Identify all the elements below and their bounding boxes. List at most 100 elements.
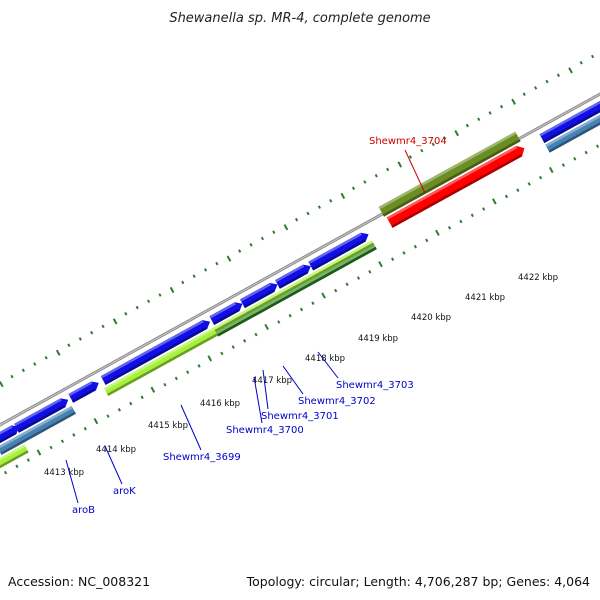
tick-mark (397, 161, 403, 168)
tick-mark (90, 330, 94, 335)
tick-mark (511, 98, 516, 105)
gene-label: aroK (113, 486, 136, 497)
tick-mark (568, 67, 573, 74)
gene-label-leader (104, 445, 123, 485)
tick-mark (561, 163, 565, 167)
tick-mark (215, 261, 219, 266)
tick-mark (272, 230, 276, 235)
tick-marks (0, 54, 600, 475)
tick-mark (470, 213, 474, 218)
tick-mark (197, 364, 201, 368)
tick-mark (548, 166, 554, 174)
gene-feature-highlight (545, 114, 600, 147)
tick-mark (260, 236, 265, 241)
gene-label-leader (282, 365, 304, 395)
gene-feature (386, 145, 525, 228)
backbone-line (0, 93, 600, 426)
tick-mark (431, 142, 435, 147)
gene-feature-shadow (17, 404, 66, 433)
tick-mark (55, 349, 61, 356)
tick-mark (101, 324, 105, 329)
tick-mark (60, 439, 65, 444)
gene-feature (100, 320, 211, 385)
tick-mark (277, 320, 281, 324)
tick-mark (243, 339, 247, 343)
tick-mark (299, 307, 304, 312)
ruler-label: 4417 kbp (252, 376, 292, 386)
tick-mark (203, 268, 208, 272)
tick-mark (368, 269, 372, 274)
tick-mark (220, 351, 224, 356)
tick-mark (504, 194, 509, 199)
tick-mark (135, 305, 139, 310)
tick-mark (488, 111, 492, 115)
tick-mark (15, 464, 19, 469)
tick-mark (36, 449, 42, 456)
tick-mark (181, 280, 185, 285)
gene-feature-shadow (213, 308, 240, 325)
gene-feature-highlight (0, 433, 23, 449)
tick-mark (44, 355, 48, 360)
tick-mark (573, 157, 577, 161)
gene-label: Shewmr4_3700 (226, 425, 304, 436)
gene-feature-shadow (72, 388, 96, 403)
tick-mark (140, 395, 144, 400)
tick-mark (378, 261, 383, 268)
tick-mark (264, 323, 269, 331)
gene-feature-highlight (68, 381, 93, 397)
tick-mark (158, 293, 162, 297)
feature-tracks (0, 100, 600, 469)
gene-feature-highlight (19, 406, 73, 438)
tick-mark (499, 104, 504, 109)
tick-mark (454, 130, 460, 137)
gene-feature-shadow (104, 326, 208, 385)
gene-labels: aroB aroK Shewmr4_3699 Shewmr4_3700 Shewmr4_… (65, 136, 447, 516)
tick-mark (283, 224, 289, 231)
tick-mark (459, 219, 463, 224)
gene-feature-highlight (308, 232, 363, 264)
tick-mark (516, 188, 520, 192)
gene-feature-shadow (548, 122, 600, 153)
tick-mark (374, 173, 378, 178)
ruler-label: 4421 kbp (465, 293, 505, 303)
ruler-label: 4420 kbp (411, 313, 451, 323)
tick-mark (72, 433, 76, 437)
ruler-label: 4422 kbp (518, 273, 558, 283)
tick-mark (435, 229, 440, 236)
tick-mark (534, 86, 538, 90)
gene-label-leader (404, 149, 426, 194)
gene-feature-highlight (14, 398, 62, 427)
tick-mark (351, 186, 356, 191)
tick-mark (584, 150, 588, 155)
gene-feature-highlight (0, 425, 13, 435)
tick-mark (238, 249, 242, 253)
tick-mark (207, 355, 213, 362)
gene-feature-highlight (378, 131, 517, 210)
gene-label: Shewmr4_3701 (261, 411, 339, 422)
gene-label-leader (180, 404, 202, 451)
tick-mark (254, 332, 258, 337)
gene-feature (308, 232, 369, 271)
gene-feature-shadow (214, 242, 375, 333)
tick-mark (306, 211, 310, 216)
gene-label-leader (317, 351, 339, 379)
gene-feature-shadow (382, 139, 521, 217)
gene-label: Shewmr4_3703 (336, 380, 414, 391)
tick-mark (124, 312, 128, 316)
gene-feature-highlight (100, 320, 204, 379)
tick-mark (0, 381, 4, 388)
tick-mark (163, 382, 167, 387)
tick-mark (129, 401, 133, 406)
genome-backbone (0, 92, 600, 427)
tick-mark (150, 386, 156, 393)
gene-feature-highlight (213, 240, 374, 330)
tick-mark (174, 376, 178, 381)
tick-mark (447, 226, 452, 230)
map-title: Shewanella sp. MR-4, complete genome (169, 11, 430, 26)
gene-label: Shewmr4_3702 (298, 396, 376, 407)
tick-mark (33, 362, 37, 366)
tick-mark (117, 408, 121, 412)
tick-mark (186, 370, 190, 374)
ruler-labels: 4413 kbp 4414 kbp 4415 kbp 4416 kbp 4417 kbp… (44, 273, 558, 478)
